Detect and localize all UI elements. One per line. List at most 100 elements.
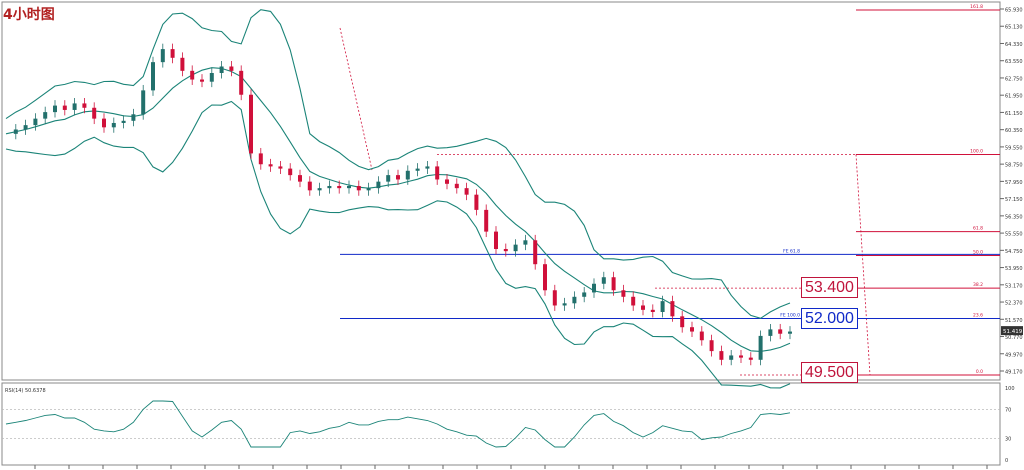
candle-body bbox=[111, 122, 116, 128]
candle-body bbox=[739, 355, 743, 358]
level-tag-text: 53.400 bbox=[805, 279, 854, 296]
fib-level-label: 38.2 bbox=[973, 282, 983, 288]
price-scale-label: 65.930 bbox=[1005, 8, 1023, 14]
candle-body bbox=[445, 179, 449, 184]
candle-body bbox=[200, 79, 204, 82]
candle-body bbox=[611, 277, 616, 291]
candle-body bbox=[503, 248, 508, 252]
price-scale-label: 63.550 bbox=[1005, 59, 1023, 65]
price-scale-label: 56.350 bbox=[1005, 214, 1023, 220]
price-scale-label: 58.750 bbox=[1005, 163, 1023, 169]
candle-body bbox=[690, 327, 694, 332]
candle-body bbox=[121, 120, 126, 123]
candle-body bbox=[699, 331, 704, 341]
price-scale-label: 53.170 bbox=[1005, 283, 1023, 289]
price-scale-label: 52.370 bbox=[1005, 301, 1023, 307]
price-scale-label: 62.750 bbox=[1005, 76, 1023, 82]
candle-body bbox=[82, 103, 87, 108]
current-price-marker bbox=[1001, 326, 1023, 336]
price-scale-label: 55.550 bbox=[1005, 232, 1023, 238]
candle-body bbox=[680, 316, 685, 328]
bollinger-upper-band bbox=[5, 9, 791, 319]
candle-body bbox=[758, 335, 763, 360]
candle-body bbox=[258, 153, 263, 165]
candle-body bbox=[494, 231, 498, 249]
rsi-scale-label: 30 bbox=[1005, 436, 1011, 442]
candle-body bbox=[356, 185, 361, 191]
fib-level-label: 100.0 bbox=[970, 148, 983, 154]
candle-body bbox=[748, 357, 753, 360]
candle-body bbox=[435, 166, 440, 180]
candle-body bbox=[778, 329, 783, 334]
candle-body bbox=[62, 105, 67, 110]
candle-body bbox=[288, 168, 293, 176]
candle-body bbox=[239, 70, 244, 95]
candle-body bbox=[719, 351, 724, 360]
price-scale-label: 61.950 bbox=[1005, 94, 1023, 100]
candle-body bbox=[729, 355, 734, 360]
current-price-label: 51.419 bbox=[1003, 329, 1023, 335]
fe-level-label: FE 61.8 bbox=[783, 248, 800, 254]
fib-level-label: 50.0 bbox=[973, 250, 983, 256]
level-tag-52-000: 52.000 bbox=[801, 308, 858, 329]
candle-body bbox=[641, 305, 645, 310]
fe-level-label: FE 100.0 bbox=[780, 313, 800, 319]
candle-body bbox=[660, 301, 665, 312]
price-scale-label: 65.130 bbox=[1005, 25, 1023, 31]
candle-body bbox=[386, 175, 391, 182]
rsi-line bbox=[5, 400, 791, 448]
candle-body bbox=[788, 331, 792, 334]
candle-body bbox=[141, 90, 146, 115]
candle-body bbox=[484, 209, 489, 232]
candle-body bbox=[552, 290, 557, 306]
price-scale-label: 57.150 bbox=[1005, 197, 1023, 203]
candle-body bbox=[180, 57, 185, 71]
candle-body bbox=[474, 194, 479, 210]
candle-body bbox=[523, 240, 528, 245]
fib-level-label: 61.8 bbox=[973, 226, 983, 232]
candle-body bbox=[33, 118, 38, 126]
price-scale-label: 60.350 bbox=[1005, 128, 1023, 134]
candle-body bbox=[454, 183, 459, 189]
candle-body bbox=[376, 181, 381, 189]
price-scale-label: 61.150 bbox=[1005, 111, 1023, 117]
candle-body bbox=[327, 185, 332, 189]
bollinger-lower-band bbox=[5, 100, 791, 389]
candle-body bbox=[347, 185, 351, 189]
rsi-scale-label: 100 bbox=[1005, 386, 1015, 392]
candle-body bbox=[131, 114, 136, 121]
candle-body bbox=[396, 175, 400, 180]
rsi-panel-frame bbox=[1, 382, 1001, 466]
candle-body bbox=[601, 277, 606, 284]
candle-body bbox=[592, 283, 596, 293]
candle-body bbox=[43, 112, 48, 119]
candle-body bbox=[13, 129, 18, 134]
candle-body bbox=[513, 244, 518, 252]
candle-body bbox=[307, 181, 312, 191]
candle-body bbox=[151, 62, 155, 91]
candle-body bbox=[160, 49, 165, 63]
rsi-label: RSI(14) 50.6378 bbox=[5, 388, 46, 394]
level-tag-text: 49.500 bbox=[805, 364, 854, 381]
price-scale-label: 49.170 bbox=[1005, 370, 1023, 376]
candle-body bbox=[249, 94, 253, 154]
price-scale-label: 54.750 bbox=[1005, 249, 1023, 255]
candle-body bbox=[768, 329, 773, 336]
candle-body bbox=[670, 301, 675, 317]
candle-body bbox=[650, 309, 655, 312]
rsi-scale-label: 70 bbox=[1005, 408, 1011, 414]
price-scale-label: 59.550 bbox=[1005, 145, 1023, 151]
price-scale-label: 49.970 bbox=[1005, 352, 1023, 358]
candle-body bbox=[102, 118, 106, 128]
candle-body bbox=[572, 296, 577, 304]
candle-body bbox=[219, 66, 224, 74]
price-scale-label: 51.570 bbox=[1005, 318, 1023, 324]
candle-body bbox=[72, 103, 77, 110]
price-scale-label: 53.950 bbox=[1005, 266, 1023, 272]
candle-body bbox=[268, 164, 273, 167]
fib-level-label: 23.6 bbox=[973, 313, 983, 319]
candle-body bbox=[405, 170, 410, 180]
price-panel-frame bbox=[1, 1, 1001, 381]
candle-body bbox=[170, 49, 175, 58]
